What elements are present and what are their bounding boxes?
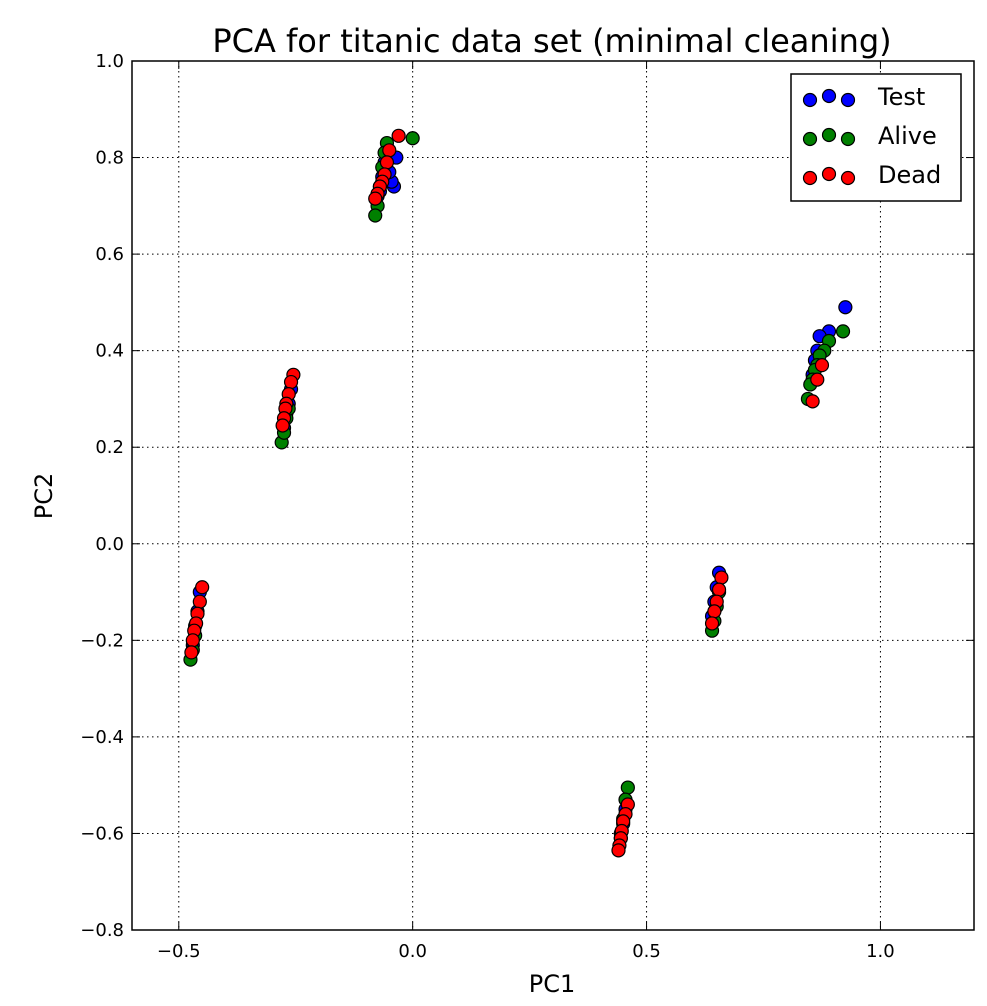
legend-marker-dead — [821, 166, 837, 182]
point-dead — [283, 374, 299, 390]
point-dead — [185, 633, 200, 648]
point-dead — [184, 645, 199, 660]
chart-title: PCA for titanic data set (minimal cleani… — [212, 22, 891, 60]
point-dead — [714, 570, 729, 585]
x-tick-label: 0.5 — [632, 941, 661, 962]
point-dead — [711, 582, 727, 597]
y-tick-label: 0.0 — [95, 534, 124, 555]
point-alive — [620, 780, 635, 795]
legend-marker-test — [802, 92, 818, 108]
x-tick-label: 0.0 — [398, 941, 427, 962]
point-dead — [379, 155, 395, 170]
legend-label-dead: Dead — [878, 161, 941, 189]
y-tick-label: −0.8 — [80, 920, 124, 941]
legend-marker-alive — [821, 127, 837, 143]
legend-marker-dead — [840, 170, 856, 186]
y-tick-label: 0.2 — [95, 437, 124, 458]
point-dead — [391, 128, 406, 143]
y-tick-label: 0.6 — [95, 244, 124, 265]
point-dead — [611, 843, 626, 858]
x-axis-label: PC1 — [529, 970, 576, 998]
y-tick-label: 1.0 — [95, 51, 124, 72]
legend-marker-dead — [802, 170, 818, 186]
point-dead — [382, 143, 397, 158]
legend-marker-test — [840, 92, 856, 108]
y-tick-label: −0.4 — [80, 727, 124, 748]
plot-frame — [131, 60, 975, 931]
point-dead — [368, 191, 383, 206]
point-alive — [835, 324, 851, 339]
point-dead — [195, 580, 210, 595]
x-tick-label: −0.5 — [157, 941, 201, 962]
point-alive — [368, 208, 383, 223]
axis-ticks: −0.5 0.0 0.5 1.0 −0.8 −0.6 −0.4 −0.2 0.0 0.2 0.4 0.… — [80, 51, 974, 962]
y-tick-label: 0.8 — [95, 148, 124, 169]
point-test — [838, 300, 853, 315]
point-dead — [810, 372, 825, 387]
point-alive — [405, 131, 420, 146]
point-dead — [707, 604, 722, 619]
legend-marker-alive — [840, 131, 856, 147]
legend: Test Alive Dead — [790, 73, 962, 202]
legend-label-test: Test — [877, 83, 925, 111]
legend-marker-test — [821, 88, 837, 104]
point-dead — [814, 358, 830, 373]
y-tick-label: 0.4 — [95, 341, 124, 362]
y-tick-label: −0.2 — [80, 630, 124, 651]
point-dead — [275, 418, 290, 433]
legend-label-alive: Alive — [878, 122, 937, 150]
point-dead — [805, 394, 820, 409]
legend-marker-alive — [802, 131, 818, 147]
data-points — [183, 128, 853, 858]
y-axis-label: PC2 — [30, 473, 58, 520]
point-dead — [704, 616, 720, 631]
legend-box — [790, 73, 962, 202]
point-dead — [192, 594, 207, 609]
y-tick-label: −0.6 — [80, 823, 124, 844]
x-tick-label: 1.0 — [866, 941, 895, 962]
